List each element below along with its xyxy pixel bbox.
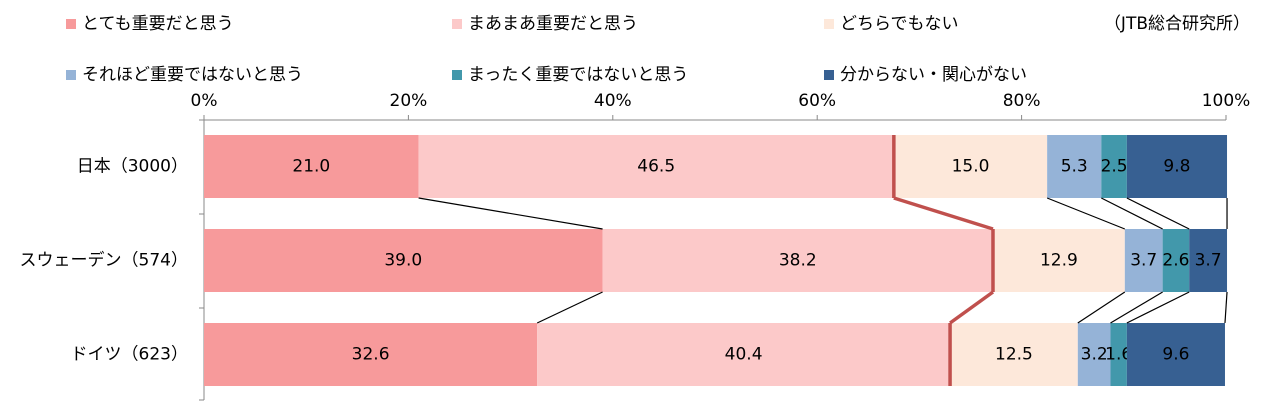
bar-segment [1110,323,1127,386]
x-tick-label: 60% [798,91,836,111]
bar-segment [204,229,603,292]
bar-segment [418,135,894,198]
series-line [1101,197,1163,230]
legend-label: まあまあ重要だと思う [468,14,638,34]
value-label: 21.0 [292,157,330,177]
legend-label: どちらでもない [840,14,959,34]
series-line [893,196,994,231]
legend-swatch [824,70,834,80]
legend-swatch [452,70,462,80]
x-tick-label: 80% [1003,91,1041,111]
value-label: 46.5 [637,157,675,177]
legend-swatch [66,19,76,29]
series-line [1046,197,1126,230]
value-label: 40.4 [725,345,763,365]
value-label: 3.7 [1195,251,1222,271]
bar-segment [1124,229,1163,292]
value-label: 32.6 [352,345,390,365]
x-tick-label: 0% [191,91,218,111]
value-label: 9.8 [1163,157,1190,177]
value-label: 1.6 [1105,345,1132,365]
x-tick-label: 40% [594,91,632,111]
value-label: 3.7 [1130,251,1157,271]
bar-segment [1077,323,1111,386]
bar-segment [602,229,993,292]
y-tick-label: 日本（3000） [77,157,188,177]
value-label: 12.5 [995,345,1033,365]
bar-segment [537,323,951,386]
legend-label: 分からない・関心がない [840,65,1027,85]
source: （JTB総合研究所） [1104,14,1250,34]
value-label: 3.2 [1081,345,1108,365]
legend-swatch [824,19,834,29]
value-label: 39.0 [384,251,422,271]
value-label: 12.9 [1040,251,1078,271]
legend-label: それほど重要ではないと思う [82,65,303,85]
legend-label: とても重要だと思う [82,14,234,34]
legend-label: まったく重要ではないと思う [468,65,688,85]
bar-segment [1126,323,1225,386]
bar-segment [1101,135,1127,198]
value-label: 2.5 [1101,157,1128,177]
series-line [1126,291,1190,324]
bar-segment [204,323,538,386]
bar-segment [1047,135,1102,198]
y-tick-label: スウェーデン（574） [20,250,188,271]
series-line [1126,197,1190,230]
series-line [536,291,603,324]
bar-segment [950,323,1078,386]
series-line [949,290,995,325]
series-line [1224,291,1228,324]
series-line [418,197,603,230]
value-label: 9.6 [1162,345,1189,365]
value-label: 2.6 [1162,251,1189,271]
value-label: 15.0 [952,157,990,177]
bar-segment [204,135,419,198]
bar-segment [992,229,1125,292]
value-label: 5.3 [1061,157,1088,177]
value-label: 38.2 [779,251,817,271]
x-tick-label: 20% [390,91,428,111]
bar-segment [1162,229,1190,292]
legend-swatch [452,19,462,29]
x-tick-label: 100% [1202,91,1251,111]
bar-segment [893,135,1048,198]
y-tick-label: ドイツ（623） [71,345,188,365]
series-line [1110,291,1163,324]
bar-segment [1126,135,1228,198]
bar-segment [1189,229,1228,292]
series-line [1077,291,1126,324]
legend-swatch [66,70,76,80]
